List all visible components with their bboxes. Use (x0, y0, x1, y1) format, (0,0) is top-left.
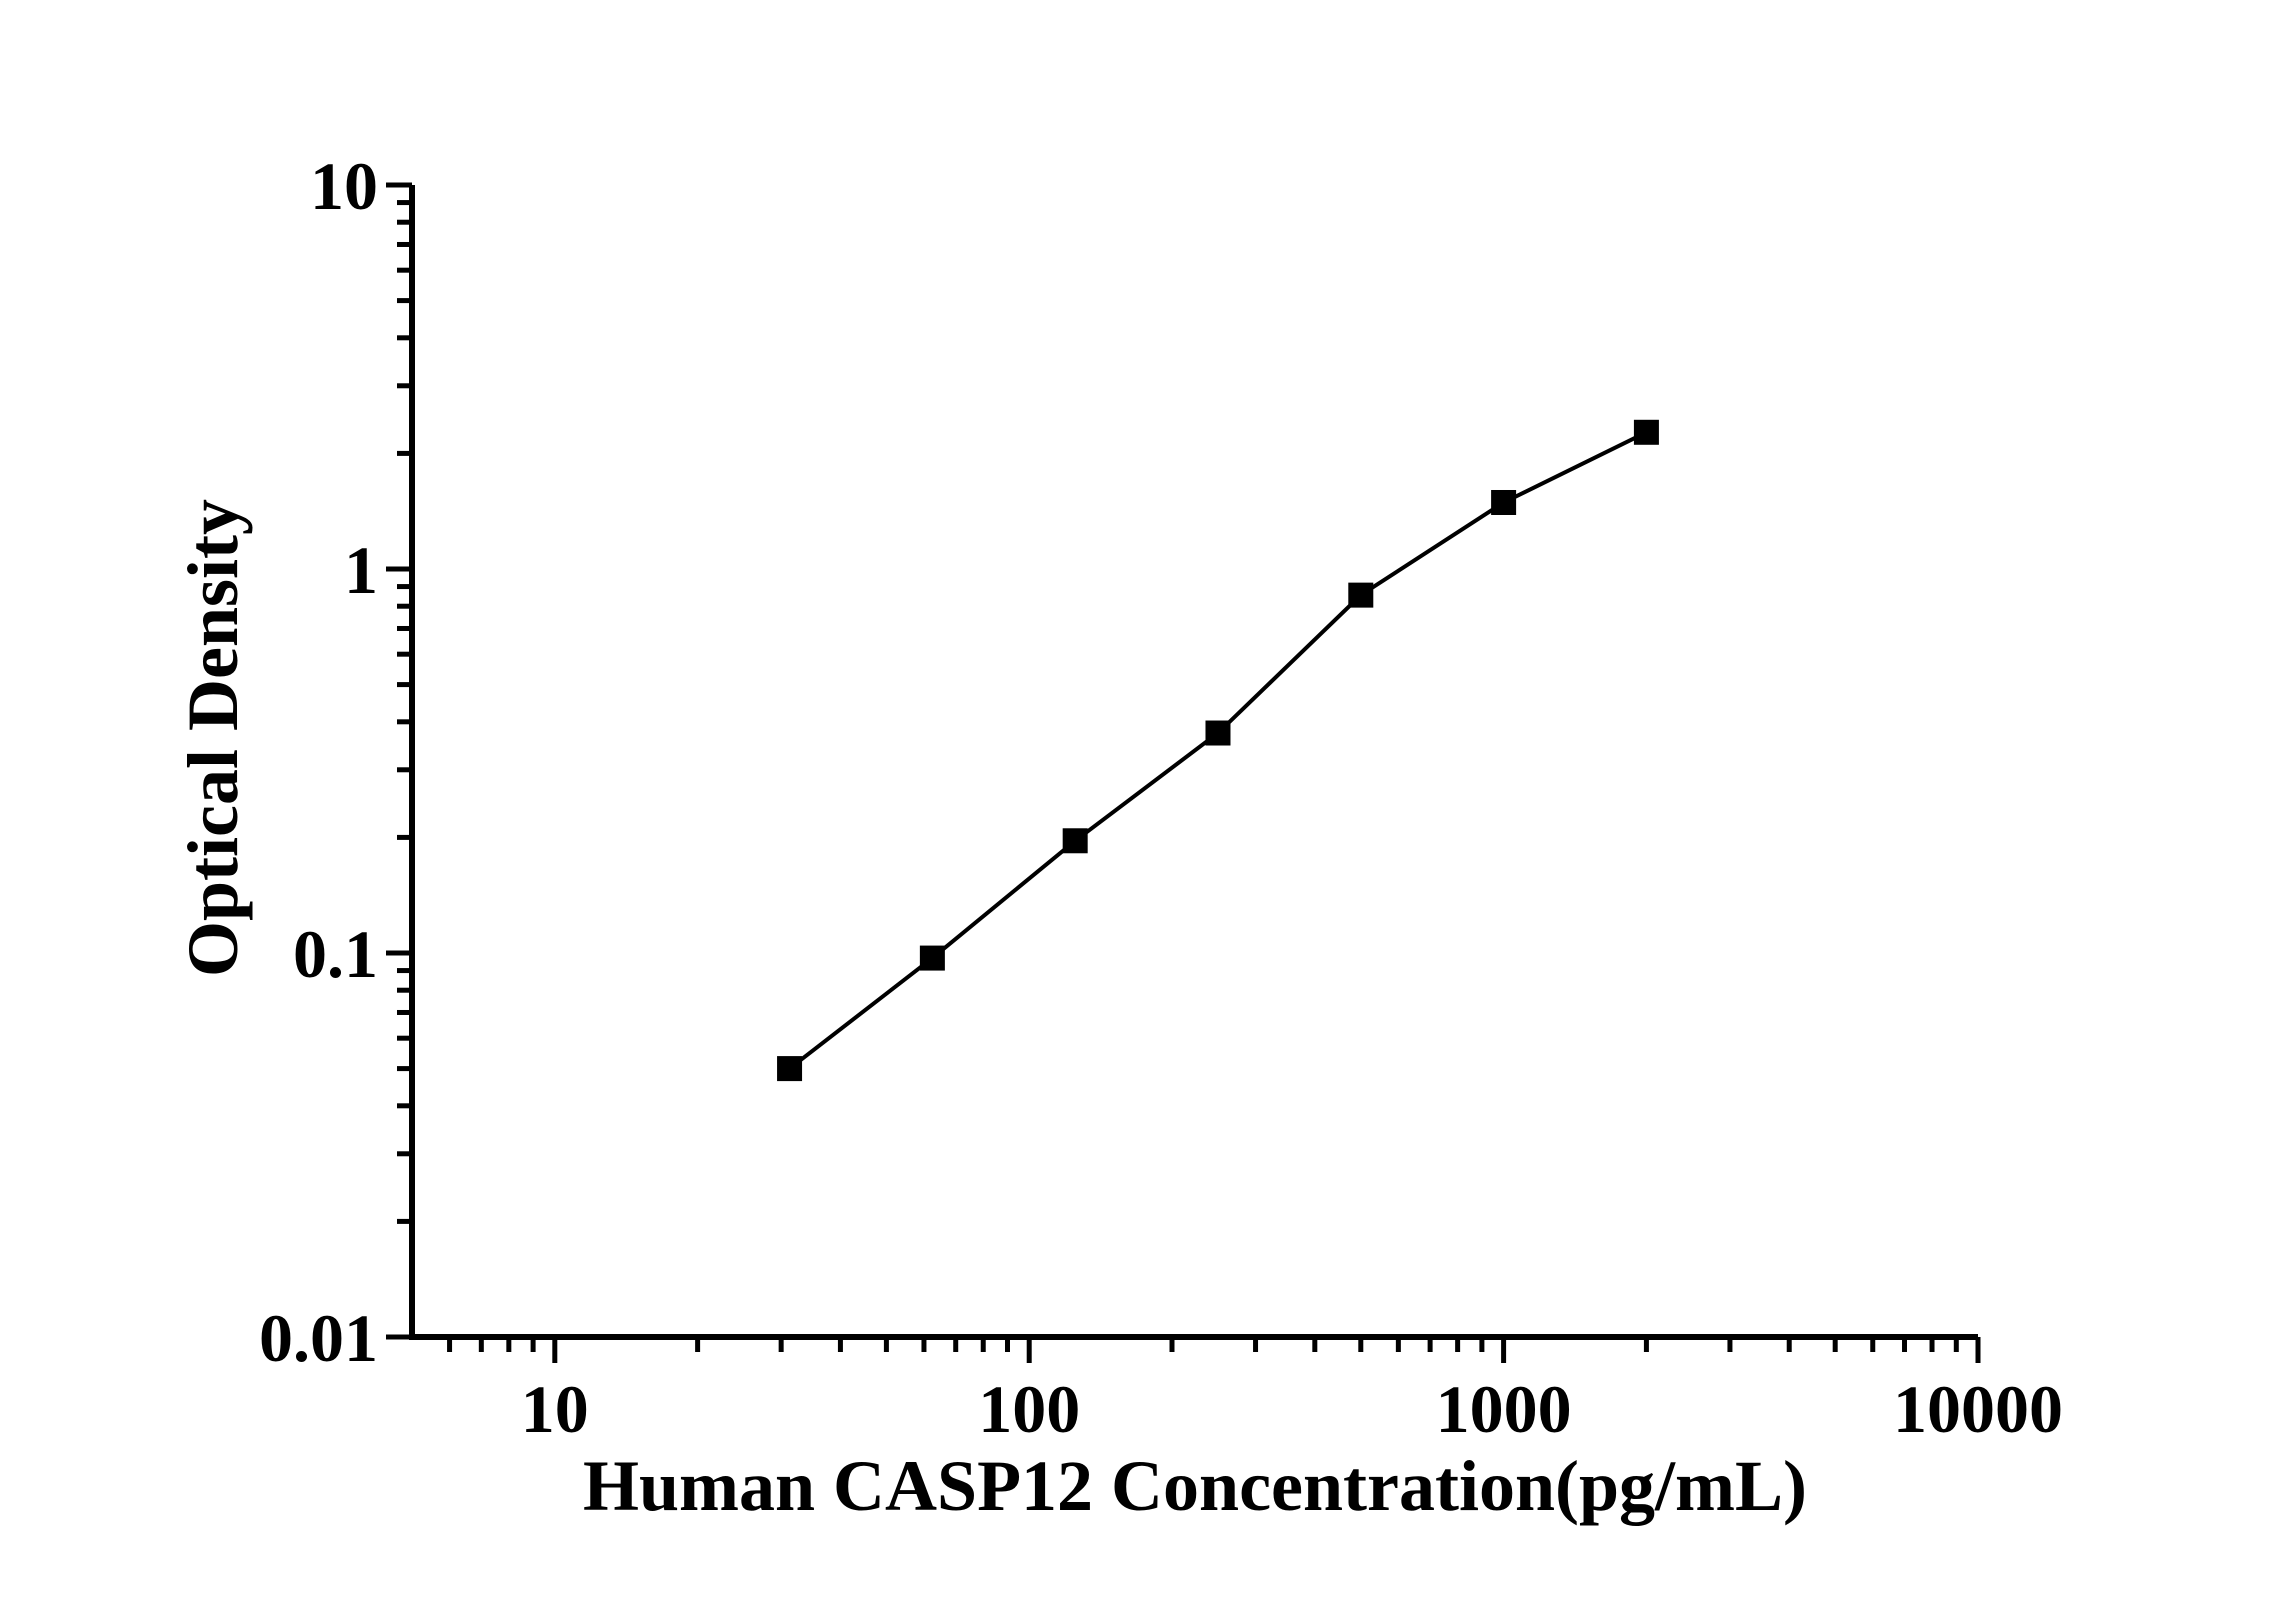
x-tick-label: 10000 (1893, 1371, 2063, 1447)
y-tick-label: 1 (344, 532, 378, 608)
axis-tick-labels: 10 100 1000 10000 10 1 0.1 0.01 (259, 148, 2063, 1447)
x-tick-label: 1000 (1436, 1371, 1572, 1447)
x-tick-label: 100 (978, 1371, 1080, 1447)
data-point-marker (1062, 828, 1088, 854)
axis-frame (409, 185, 1978, 1340)
data-point-marker (777, 1056, 803, 1082)
x-tick-label: 10 (521, 1371, 589, 1447)
y-tick-label: 0.01 (259, 1300, 378, 1376)
data-point-marker (1491, 489, 1517, 515)
data-point-marker (919, 945, 945, 971)
y-tick-label: 10 (310, 148, 378, 224)
x-axis-title: Human CASP12 Concentration(pg/mL) (583, 1446, 1807, 1526)
y-tick-label: 0.1 (293, 916, 378, 992)
axes (409, 185, 1978, 1340)
data-series (777, 419, 1659, 1082)
data-point-marker (1633, 419, 1659, 445)
y-axis-title: Optical Density (173, 499, 253, 977)
data-point-marker (1348, 582, 1374, 608)
curve-line (788, 430, 1648, 1071)
axis-ticks (386, 182, 1981, 1363)
data-point-marker (1205, 720, 1231, 746)
